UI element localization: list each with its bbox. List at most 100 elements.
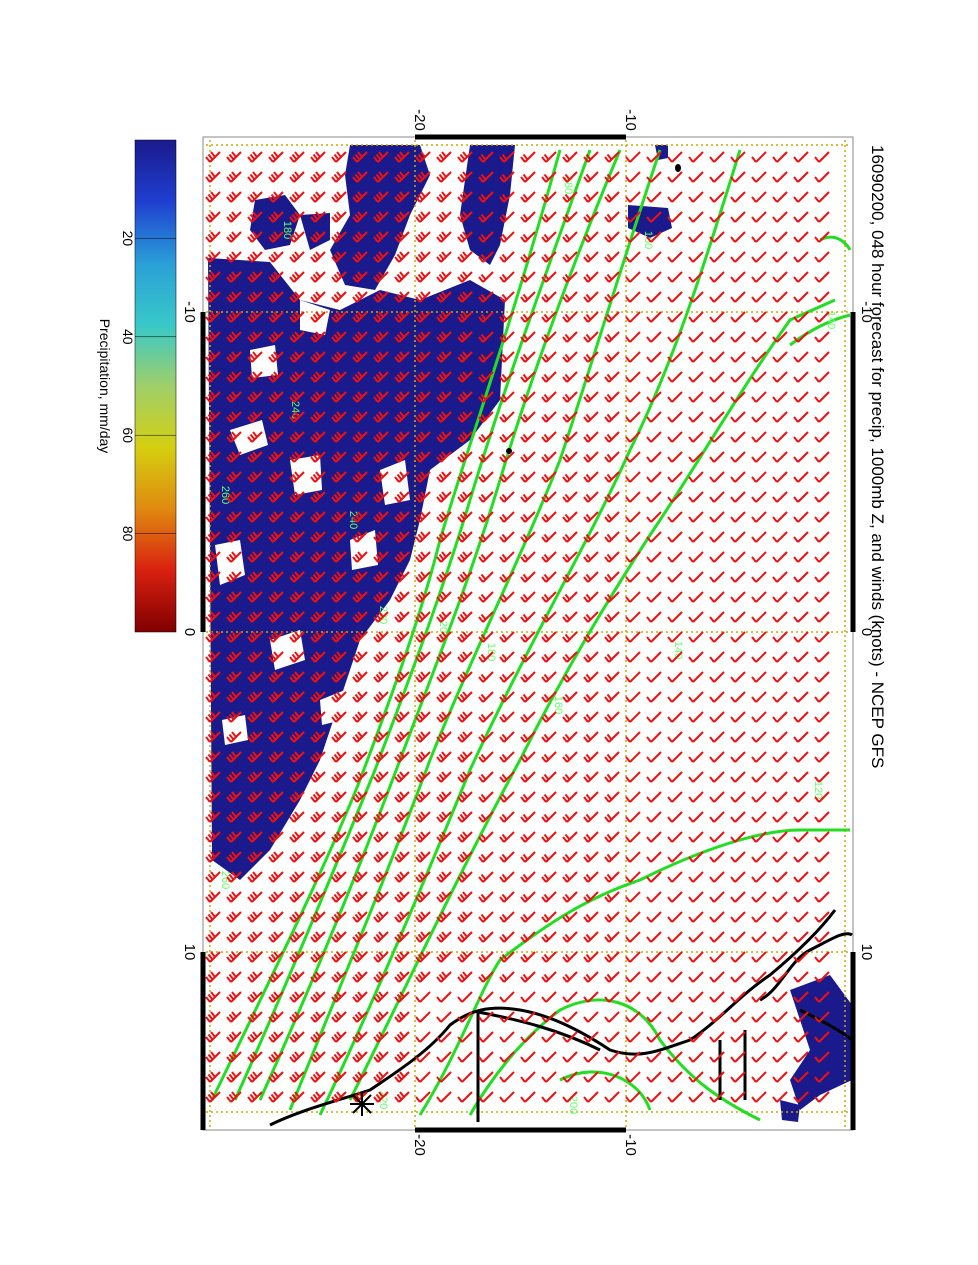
wind-barb — [247, 171, 263, 183]
wind-barb — [478, 431, 494, 443]
wind-barb — [520, 811, 536, 823]
wind-barb — [709, 1031, 725, 1043]
wind-barb — [520, 351, 536, 363]
wind-barb — [625, 991, 641, 1003]
wind-barb — [667, 591, 683, 603]
wind-barb — [394, 1051, 410, 1063]
wind-barb — [814, 871, 830, 883]
wind-barb — [541, 1011, 557, 1023]
wind-barb — [415, 771, 431, 783]
wind-barb — [667, 911, 683, 923]
wind-barb — [688, 571, 704, 583]
wind-barb — [289, 771, 305, 783]
wind-barb — [415, 1071, 431, 1083]
wind-barb — [457, 391, 473, 403]
wind-barb — [562, 191, 578, 203]
wind-barb — [289, 951, 305, 963]
wind-barb — [688, 531, 704, 543]
wind-barb — [541, 691, 557, 703]
wind-barb — [331, 491, 347, 503]
wind-barb — [436, 871, 452, 883]
wind-barb — [331, 251, 347, 263]
wind-barb — [604, 371, 620, 383]
wind-barb — [562, 771, 578, 783]
wind-barb — [520, 431, 536, 443]
wind-barb — [310, 531, 326, 543]
wind-barb — [436, 511, 452, 523]
wind-barb — [772, 811, 788, 823]
wind-barb — [751, 391, 767, 403]
wind-barb — [394, 871, 410, 883]
wind-barb — [793, 611, 809, 623]
wind-barb — [205, 591, 221, 603]
wind-barb — [478, 411, 494, 423]
wind-barb — [268, 1011, 284, 1023]
wind-barb — [772, 571, 788, 583]
wind-barb — [205, 831, 221, 843]
wind-barb — [205, 611, 221, 623]
wind-barb — [415, 331, 431, 343]
wind-barb — [394, 651, 410, 663]
wind-barb — [541, 231, 557, 243]
wind-barb — [772, 971, 788, 983]
wind-barb — [709, 611, 725, 623]
wind-barb — [814, 1051, 830, 1063]
wind-barb — [562, 811, 578, 823]
wind-barb — [373, 471, 389, 483]
wind-barb — [646, 591, 662, 603]
wind-barb — [625, 911, 641, 923]
wind-barb — [625, 1051, 641, 1063]
wind-barb — [562, 951, 578, 963]
wind-barb — [331, 1071, 347, 1083]
wind-barb — [751, 691, 767, 703]
wind-barb — [499, 931, 515, 943]
wind-barb — [562, 711, 578, 723]
wind-barb — [478, 251, 494, 263]
wind-barb — [457, 351, 473, 363]
wind-barb — [310, 811, 326, 823]
wind-barb — [247, 891, 263, 903]
wind-barb — [730, 751, 746, 763]
wind-barb — [205, 391, 221, 403]
wind-barb — [457, 151, 473, 163]
wind-barb — [751, 211, 767, 223]
wind-barb — [730, 591, 746, 603]
wind-barb — [562, 431, 578, 443]
wind-barb — [373, 551, 389, 563]
wind-barb — [688, 1031, 704, 1043]
wind-barb — [310, 591, 326, 603]
top-lon-label-1: -20 — [411, 109, 428, 131]
wind-barb — [247, 411, 263, 423]
wind-barb — [499, 891, 515, 903]
wind-barb — [415, 551, 431, 563]
wind-barb — [499, 871, 515, 883]
wind-barb — [688, 831, 704, 843]
wind-barb — [310, 851, 326, 863]
wind-barb — [667, 191, 683, 203]
wind-barb — [562, 451, 578, 463]
wind-barb — [205, 491, 221, 503]
wind-barb — [688, 871, 704, 883]
wind-barb — [562, 311, 578, 323]
wind-barb — [373, 831, 389, 843]
wind-barb — [436, 431, 452, 443]
wind-barb — [667, 171, 683, 183]
wind-barb — [373, 431, 389, 443]
wind-barb — [646, 351, 662, 363]
wind-barb — [331, 1051, 347, 1063]
wind-barb — [814, 791, 830, 803]
wind-barb — [373, 651, 389, 663]
wind-barb — [310, 411, 326, 423]
wind-barb — [625, 491, 641, 503]
wind-barb — [247, 551, 263, 563]
wind-barb — [373, 751, 389, 763]
wind-barb — [289, 711, 305, 723]
wind-barb — [436, 231, 452, 243]
wind-barb — [604, 771, 620, 783]
wind-barb — [520, 651, 536, 663]
wind-barb — [541, 211, 557, 223]
wind-barb — [478, 371, 494, 383]
wind-barb — [331, 711, 347, 723]
wind-barb — [226, 711, 242, 723]
wind-barb — [436, 651, 452, 663]
